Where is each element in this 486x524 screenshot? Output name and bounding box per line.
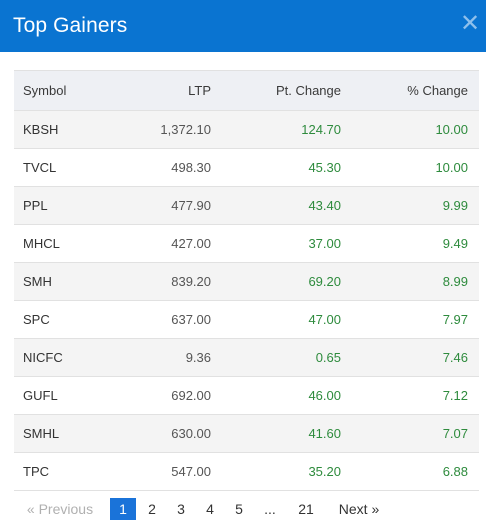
pt-change-cell: 46.00 [211,376,341,415]
table-row[interactable]: SMHL 630.00 41.60 7.07 [14,414,479,453]
table-row[interactable]: NICFC 9.36 0.65 7.46 [14,338,479,377]
symbol-cell: GUFL [14,376,100,415]
page-ellipsis: ... [264,501,276,517]
symbol-cell: MHCL [14,224,100,263]
previous-page-link[interactable]: « Previous [26,501,94,517]
pct-change-cell: 7.46 [341,338,479,377]
ltp-cell: 498.30 [100,148,211,187]
ltp-cell: 9.36 [100,338,211,377]
symbol-cell: SMHL [14,414,100,453]
column-header-symbol[interactable]: Symbol [14,71,100,111]
symbol-cell: TPC [14,452,100,491]
ltp-cell: 1,372.10 [100,110,211,149]
page-link-1[interactable]: 1 [110,498,136,520]
pct-change-cell: 10.00 [341,148,479,187]
table-row[interactable]: GUFL 692.00 46.00 7.12 [14,376,479,415]
pt-change-cell: 37.00 [211,224,341,263]
ltp-cell: 630.00 [100,414,211,453]
modal-title: Top Gainers [13,14,128,37]
modal-header: Top Gainers ✕ [0,0,486,52]
page-link-3[interactable]: 3 [177,501,185,517]
pt-change-cell: 41.60 [211,414,341,453]
pt-change-cell: 69.20 [211,262,341,301]
ltp-cell: 637.00 [100,300,211,339]
pct-change-cell: 7.07 [341,414,479,453]
table-row[interactable]: KBSH 1,372.10 124.70 10.00 [14,110,479,149]
gainers-table: Symbol LTP Pt. Change % Change KBSH 1,372… [14,71,479,491]
pt-change-cell: 124.70 [211,110,341,149]
pt-change-cell: 0.65 [211,338,341,377]
column-header-pct-change[interactable]: % Change [341,71,479,111]
ltp-cell: 839.20 [100,262,211,301]
pt-change-cell: 47.00 [211,300,341,339]
page-link-21[interactable]: 21 [298,501,314,517]
column-header-pt-change[interactable]: Pt. Change [211,71,341,111]
table-header-row: Symbol LTP Pt. Change % Change [14,71,479,111]
next-page-link[interactable]: Next » [338,501,380,517]
table-row[interactable]: TVCL 498.30 45.30 10.00 [14,148,479,187]
gainers-table-container: Symbol LTP Pt. Change % Change KBSH 1,372… [14,70,479,491]
symbol-cell: SMH [14,262,100,301]
table-row[interactable]: TPC 547.00 35.20 6.88 [14,452,479,491]
table-row[interactable]: MHCL 427.00 37.00 9.49 [14,224,479,263]
page-link-5[interactable]: 5 [235,501,243,517]
ltp-cell: 692.00 [100,376,211,415]
symbol-cell: KBSH [14,110,100,149]
pt-change-cell: 43.40 [211,186,341,225]
page-link-2[interactable]: 2 [148,501,156,517]
table-body: KBSH 1,372.10 124.70 10.00 TVCL 498.30 45.30 10… [14,110,479,491]
ltp-cell: 547.00 [100,452,211,491]
symbol-cell: PPL [14,186,100,225]
column-header-ltp[interactable]: LTP [100,71,211,111]
table-row[interactable]: SPC 637.00 47.00 7.97 [14,300,479,339]
ltp-cell: 427.00 [100,224,211,263]
pct-change-cell: 7.97 [341,300,479,339]
ltp-cell: 477.90 [100,186,211,225]
pct-change-cell: 9.49 [341,224,479,263]
pct-change-cell: 7.12 [341,376,479,415]
symbol-cell: SPC [14,300,100,339]
pct-change-cell: 6.88 [341,452,479,491]
pct-change-cell: 10.00 [341,110,479,149]
pct-change-cell: 9.99 [341,186,479,225]
page-link-4[interactable]: 4 [206,501,214,517]
pagination: « Previous 1 2 3 4 5 ... 21 Next » [0,498,486,520]
symbol-cell: NICFC [14,338,100,377]
pt-change-cell: 35.20 [211,452,341,491]
table-row[interactable]: PPL 477.90 43.40 9.99 [14,186,479,225]
pct-change-cell: 8.99 [341,262,479,301]
table-row[interactable]: SMH 839.20 69.20 8.99 [14,262,479,301]
symbol-cell: TVCL [14,148,100,187]
pt-change-cell: 45.30 [211,148,341,187]
close-icon[interactable]: ✕ [460,10,481,37]
